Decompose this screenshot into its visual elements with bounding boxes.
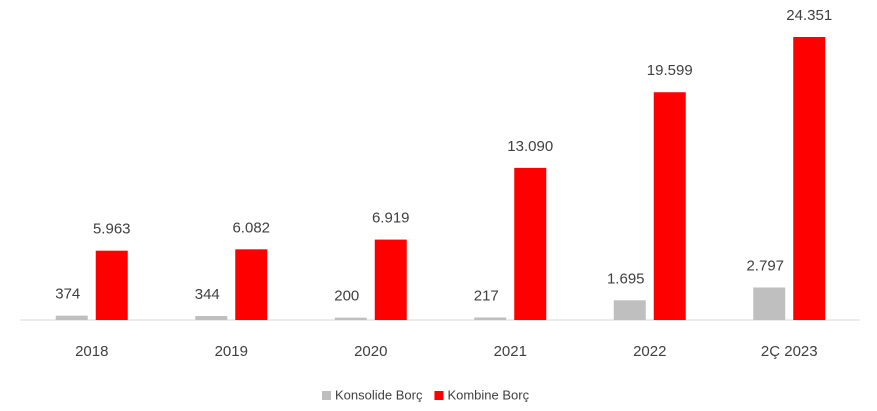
bar [195,316,228,320]
legend-swatch [322,391,331,400]
data-label: 6.919 [372,210,410,227]
bar [613,300,646,320]
bar [235,249,268,320]
data-label: 217 [474,287,499,304]
bar [334,317,367,320]
data-label: 5.963 [93,221,131,238]
data-label: 13.090 [507,138,553,155]
bar [514,167,547,320]
data-label: 19.599 [647,62,693,79]
data-label: 374 [55,286,80,303]
bar [753,287,786,320]
legend-label: Kombine Borç [447,387,529,402]
bar [474,317,507,320]
data-label: 200 [334,288,359,305]
bar [374,239,407,320]
data-label: 6.082 [232,219,270,236]
bar [793,37,826,320]
bar [95,250,128,320]
x-tick-label: 2020 [354,343,387,360]
x-tick-label: 2022 [633,343,666,360]
data-label: 1.695 [607,270,645,287]
x-tick-label: 2Ç 2023 [761,343,818,360]
x-tick-label: 2018 [75,343,108,360]
data-label: 24.351 [786,7,832,24]
legend-label: Konsolide Borç [335,387,423,402]
x-tick-label: 2019 [215,343,248,360]
bar [653,92,686,320]
x-tick-label: 2021 [494,343,527,360]
data-label: 344 [195,286,220,303]
bar [55,315,88,320]
data-label: 2.797 [746,257,784,274]
legend-swatch [434,391,444,400]
